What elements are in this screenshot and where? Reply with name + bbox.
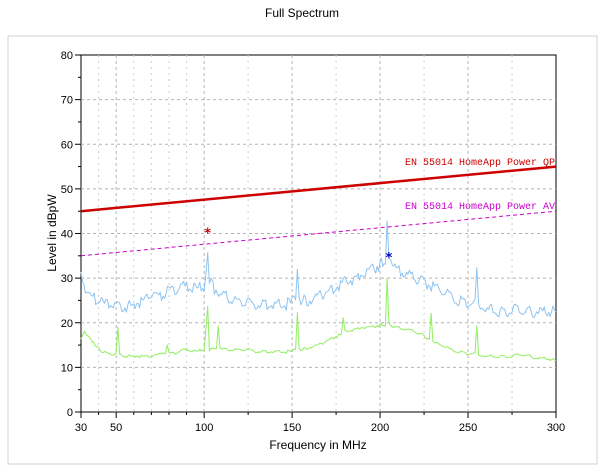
qp-limit-line <box>80 165 557 213</box>
y-tick-label: 10 <box>61 362 73 374</box>
y-tick-label: 30 <box>61 273 73 285</box>
qp-limit-label: EN 55014 HomeApp Power QP <box>405 158 555 169</box>
marker-layer: ** <box>204 226 392 266</box>
av-limit-label: EN 55014 HomeApp Power AV <box>405 202 555 213</box>
peak-trace <box>80 220 557 319</box>
average-trace <box>80 277 557 362</box>
peak-marker: * <box>204 226 211 241</box>
x-tick-label: 300 <box>547 422 565 434</box>
x-tick-label: 150 <box>283 422 301 434</box>
y-tick-label: 70 <box>61 95 73 107</box>
y-tick-label: 80 <box>61 50 73 62</box>
x-tick-label: 100 <box>195 422 213 434</box>
y-tick-label: 20 <box>61 318 73 330</box>
x-tick-label: 200 <box>371 422 389 434</box>
y-tick-label: 60 <box>61 139 73 151</box>
x-tick-label: 30 <box>75 422 87 434</box>
y-axis-label: Level in dBpW <box>45 194 59 272</box>
x-axis-label: Frequency in MHz <box>269 438 366 452</box>
chart-title: Full Spectrum <box>265 6 339 20</box>
limit-labels: EN 55014 HomeApp Power QP EN 55014 HomeAp… <box>405 158 555 213</box>
chart-outer-frame <box>7 35 598 465</box>
y-tick-label: 50 <box>61 184 73 196</box>
x-tick-label: 250 <box>459 422 477 434</box>
av-limit-line <box>80 210 557 257</box>
axis-ticks: 0 10 20 30 40 50 60 70 80 30 50 100 150 200 250 300 <box>61 50 565 434</box>
y-tick-label: 0 <box>67 407 73 419</box>
y-tick-label: 40 <box>61 229 73 241</box>
x-tick-label: 50 <box>110 422 122 434</box>
series-layer <box>80 165 557 362</box>
grid-lines <box>81 55 556 412</box>
peak-marker: * <box>385 251 392 266</box>
